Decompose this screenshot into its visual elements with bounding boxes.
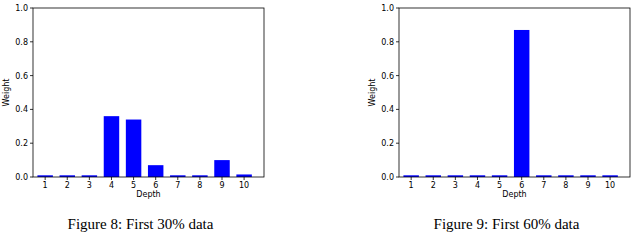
x-tick	[177, 177, 178, 180]
x-label: Depth	[502, 190, 526, 199]
x-tick	[222, 177, 223, 180]
y-tick-label: 0.4	[381, 105, 394, 114]
y-tick	[30, 8, 33, 9]
x-tick	[477, 177, 478, 180]
x-tick-label: 1	[43, 181, 48, 190]
x-tick-label: 8	[563, 181, 568, 190]
x-tick-label: 3	[453, 181, 458, 190]
y-tick	[396, 41, 399, 42]
y-tick-label: 0.6	[381, 72, 394, 81]
x-tick-label: 10	[239, 181, 249, 190]
x-tick	[433, 177, 434, 180]
y-tick	[396, 109, 399, 110]
y-tick	[396, 143, 399, 144]
x-tick-label: 9	[219, 181, 224, 190]
bars	[37, 116, 251, 177]
y-tick	[30, 75, 33, 76]
x-tick-label: 5	[497, 181, 502, 190]
x-tick	[521, 177, 522, 180]
x-tick	[89, 177, 90, 180]
caption: Figure 9: First 60% data	[434, 216, 580, 232]
x-tick	[67, 177, 68, 180]
y-tick	[396, 177, 399, 178]
y-tick	[30, 143, 33, 144]
y-tick-label: 1.0	[15, 4, 28, 13]
bar	[214, 160, 229, 177]
x-tick-label: 4	[475, 181, 480, 190]
y-tick-label: 0.6	[15, 72, 28, 81]
figure: 0.0 0.2 0.4 0.6 0.8 1.0 1 2 3 4 5 6 7 8 9 10 Depth Weight…	[0, 0, 632, 236]
x-tick-label: 7	[175, 181, 180, 190]
x-label: Depth	[136, 190, 160, 199]
x-tick	[565, 177, 566, 180]
frame	[33, 8, 264, 177]
x-tick	[588, 177, 589, 180]
y-tick-label: 0.4	[15, 105, 28, 114]
x-tick	[199, 177, 200, 180]
y-label: Weight	[368, 79, 377, 107]
x-tick-label: 1	[409, 181, 414, 190]
x-tick-label: 7	[541, 181, 546, 190]
x-tick	[111, 177, 112, 180]
x-tick	[499, 177, 500, 180]
x-tick	[543, 177, 544, 180]
x-tick-label: 6	[519, 181, 524, 190]
bar	[126, 120, 141, 177]
x-tick	[411, 177, 412, 180]
x-tick	[610, 177, 611, 180]
x-tick-label: 4	[109, 181, 114, 190]
x-tick-label: 2	[65, 181, 70, 190]
x-tick-label: 3	[87, 181, 92, 190]
y-tick-label: 0.2	[15, 139, 28, 148]
x-tick	[155, 177, 156, 180]
y-tick-label: 0.0	[381, 173, 394, 182]
y-tick	[30, 109, 33, 110]
x-tick-label: 9	[585, 181, 590, 190]
x-tick-label: 2	[431, 181, 436, 190]
bars	[403, 30, 617, 177]
y-tick	[30, 41, 33, 42]
y-tick	[396, 75, 399, 76]
y-tick	[396, 8, 399, 9]
y-tick-label: 0.8	[381, 38, 394, 47]
x-tick	[244, 177, 245, 180]
y-label: Weight	[2, 79, 11, 107]
bar	[104, 116, 119, 177]
y-tick-label: 0.2	[381, 139, 394, 148]
x-tick	[45, 177, 46, 180]
x-tick-label: 5	[131, 181, 136, 190]
x-tick-label: 8	[197, 181, 202, 190]
caption: Figure 8: First 30% data	[68, 216, 214, 232]
x-tick-label: 6	[153, 181, 158, 190]
x-tick-label: 10	[605, 181, 615, 190]
chart: 0.0 0.2 0.4 0.6 0.8 1.0 1 2 3 4 5 6 7 8 9 10 Depth Weight…	[368, 4, 630, 232]
bar	[514, 30, 529, 177]
bar	[148, 165, 163, 177]
y-tick-label: 1.0	[381, 4, 394, 13]
x-tick	[455, 177, 456, 180]
x-tick	[133, 177, 134, 180]
y-tick	[30, 177, 33, 178]
frame	[399, 8, 630, 177]
y-tick-label: 0.8	[15, 38, 28, 47]
chart: 0.0 0.2 0.4 0.6 0.8 1.0 1 2 3 4 5 6 7 8 9 10 Depth Weight…	[2, 4, 264, 232]
y-tick-label: 0.0	[15, 173, 28, 182]
